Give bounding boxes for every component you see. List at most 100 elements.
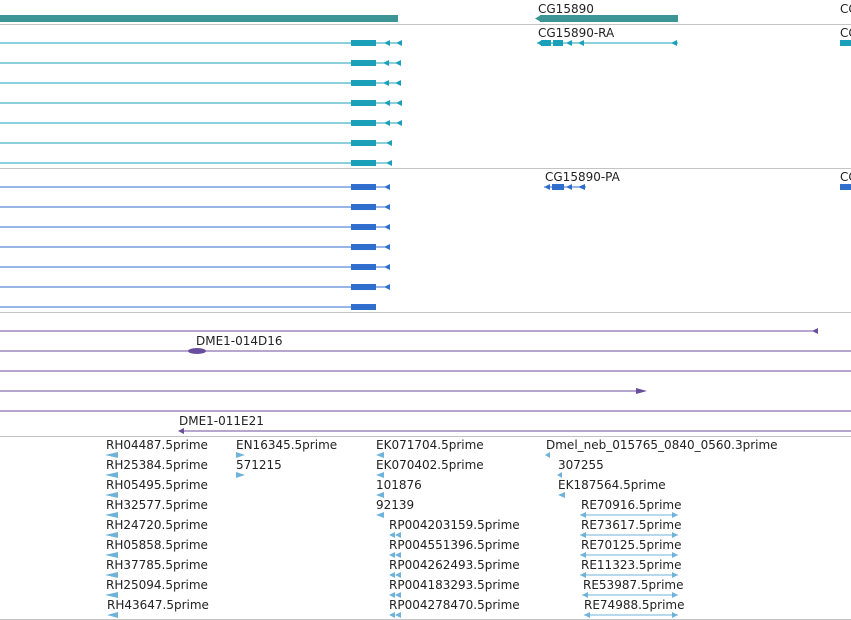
est-feature[interactable] (236, 472, 245, 478)
clone-feature-dme1-014d16[interactable] (0, 348, 851, 354)
mrna-feature-cg15890-ra[interactable] (537, 40, 678, 46)
est-feature[interactable] (105, 592, 118, 598)
est-feature[interactable] (105, 492, 118, 498)
track-separator (0, 312, 851, 313)
protein-label[interactable]: CG (840, 170, 851, 184)
est-label[interactable]: EK071704.5prime (376, 438, 484, 452)
est-feature[interactable] (582, 592, 678, 598)
est-label[interactable]: EN16345.5prime (236, 438, 338, 452)
gene-strand-arrow (535, 15, 541, 22)
gene-feature[interactable] (0, 15, 398, 22)
clone-track (0, 328, 851, 434)
est-label[interactable]: RE70125.5prime (581, 538, 682, 552)
clone-label[interactable]: DME1-011E21 (179, 414, 264, 428)
mrna-feature[interactable] (0, 100, 402, 106)
est-label[interactable]: RP004551396.5prime (389, 538, 520, 552)
est-feature[interactable] (376, 472, 384, 478)
est-feature[interactable] (584, 612, 678, 618)
protein-feature[interactable] (0, 224, 390, 230)
est-label[interactable]: RH24720.5prime (106, 518, 208, 532)
est-label[interactable]: RE11323.5prime (581, 558, 682, 572)
est-feature[interactable] (580, 532, 678, 538)
est-label[interactable]: RH05858.5prime (106, 538, 208, 552)
protein-feature[interactable] (0, 304, 376, 310)
est-label[interactable]: RH05495.5prime (106, 478, 208, 492)
protein-feature-offscreen[interactable] (840, 184, 851, 190)
track-separator (0, 436, 851, 437)
est-label[interactable]: EK070402.5prime (376, 458, 484, 472)
est-label[interactable]: 307255 (558, 458, 604, 472)
est-label[interactable]: RP004278470.5prime (389, 598, 520, 612)
protein-feature[interactable] (0, 204, 390, 210)
est-feature[interactable] (545, 452, 550, 458)
est-feature[interactable] (105, 532, 118, 538)
est-feature[interactable] (107, 612, 118, 618)
est-label[interactable]: RE70916.5prime (581, 498, 682, 512)
mrna-feature[interactable] (0, 80, 401, 86)
est-label[interactable]: RP004183293.5prime (389, 578, 520, 592)
est-label[interactable]: Dmel_neb_015765_0840_0560.3prime (546, 438, 778, 452)
est-feature[interactable] (105, 572, 118, 578)
est-feature[interactable] (105, 472, 118, 478)
est-feature[interactable] (105, 452, 118, 458)
est-label[interactable]: 92139 (376, 498, 415, 512)
est-feature[interactable] (557, 472, 562, 478)
protein-label[interactable]: CG15890-PA (545, 170, 620, 184)
protein-feature[interactable] (0, 244, 390, 250)
est-label[interactable]: RH25094.5prime (106, 578, 208, 592)
transcript-label[interactable]: CG15890-RA (538, 26, 615, 40)
clone-feature-dme1-011e21[interactable] (178, 428, 851, 434)
est-label[interactable]: 101876 (376, 478, 422, 492)
est-label[interactable]: 571215 (236, 458, 282, 472)
protein-feature[interactable] (0, 264, 390, 270)
est-label[interactable]: RP004203159.5prime (389, 518, 520, 532)
est-feature[interactable] (580, 512, 678, 518)
est-feature[interactable] (558, 492, 565, 498)
mrna-feature[interactable] (0, 60, 401, 66)
est-feature[interactable] (389, 592, 401, 598)
est-track (105, 452, 678, 618)
est-feature[interactable] (376, 492, 384, 498)
clone-feature[interactable] (0, 388, 647, 394)
protein-feature[interactable] (0, 184, 390, 190)
est-feature[interactable] (389, 572, 401, 578)
est-label[interactable]: RE74988.5prime (584, 598, 685, 612)
est-label[interactable]: RE73617.5prime (581, 518, 682, 532)
clone-feature[interactable] (0, 328, 818, 334)
est-label[interactable]: EK187564.5prime (558, 478, 666, 492)
est-feature[interactable] (580, 572, 678, 578)
gene-label[interactable]: CG15890 (538, 2, 594, 16)
est-label[interactable]: RH43647.5prime (107, 598, 209, 612)
mrna-feature-offscreen[interactable] (840, 40, 851, 46)
protein-feature-cg15890-pa[interactable] (544, 184, 586, 190)
est-feature[interactable] (389, 552, 401, 558)
mrna-feature[interactable] (0, 140, 392, 146)
gene-feature-cg15890[interactable] (540, 15, 678, 22)
protein-track (0, 184, 851, 310)
mrna-feature[interactable] (0, 120, 402, 126)
est-label[interactable]: RH32577.5prime (106, 498, 208, 512)
est-feature[interactable] (105, 552, 118, 558)
est-label[interactable]: RE53987.5prime (583, 578, 684, 592)
transcript-label[interactable]: CG (840, 26, 851, 40)
track-separator (0, 24, 851, 25)
est-feature[interactable] (105, 512, 118, 518)
est-label[interactable]: RH37785.5prime (106, 558, 208, 572)
mrna-feature[interactable] (0, 40, 402, 46)
est-feature[interactable] (580, 552, 678, 558)
est-feature[interactable] (376, 452, 384, 458)
clone-label[interactable]: DME1-014D16 (196, 334, 283, 348)
est-label[interactable]: RH04487.5prime (106, 438, 208, 452)
est-feature[interactable] (389, 532, 401, 538)
est-label[interactable]: RP004262493.5prime (389, 558, 520, 572)
est-feature[interactable] (389, 612, 401, 618)
protein-feature[interactable] (0, 284, 390, 290)
est-label[interactable]: RH25384.5prime (106, 458, 208, 472)
est-feature[interactable] (236, 452, 245, 458)
mrna-feature[interactable] (0, 160, 392, 166)
gene-label[interactable]: CG (840, 2, 851, 16)
track-separator (0, 168, 851, 169)
est-feature[interactable] (376, 512, 384, 518)
